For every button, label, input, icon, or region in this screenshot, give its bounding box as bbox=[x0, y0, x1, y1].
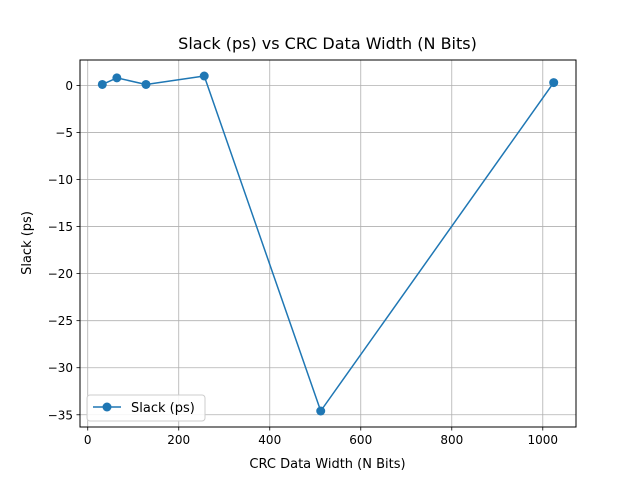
axes-frame bbox=[79, 59, 577, 428]
legend: Slack (ps) bbox=[86, 394, 206, 422]
y-tick-label: −15 bbox=[48, 220, 73, 234]
data-point bbox=[199, 71, 209, 81]
legend-label: Slack (ps) bbox=[131, 401, 195, 416]
data-point bbox=[141, 79, 151, 89]
y-tick-label: −5 bbox=[55, 126, 73, 140]
y-tick-label: −10 bbox=[48, 173, 73, 187]
x-tick-label: 600 bbox=[349, 433, 372, 447]
axis-ticks: 0 200 400 600 800 1000 0 −5 −10 −15 −20 −25 −30 −35 bbox=[48, 79, 558, 447]
y-tick-label: −20 bbox=[48, 267, 73, 281]
x-tick-label: 800 bbox=[440, 433, 463, 447]
x-tick-label: 400 bbox=[258, 433, 281, 447]
legend-point-marker bbox=[102, 402, 112, 412]
legend-box bbox=[86, 394, 206, 422]
data-point bbox=[112, 73, 122, 83]
data-point bbox=[316, 406, 326, 416]
y-tick-label: −25 bbox=[48, 314, 73, 328]
grid-lines bbox=[80, 60, 576, 427]
y-tick-label: −30 bbox=[48, 361, 73, 375]
y-axis-label: Slack (ps) bbox=[20, 211, 35, 275]
x-axis-label: CRC Data Width (N Bits) bbox=[249, 457, 405, 472]
x-tick-label: 1000 bbox=[528, 433, 559, 447]
y-tick-label: 0 bbox=[65, 79, 73, 93]
series-layer bbox=[97, 71, 559, 416]
x-tick-label: 0 bbox=[84, 433, 92, 447]
y-tick-label: −35 bbox=[48, 408, 73, 422]
chart-title: Slack (ps) vs CRC Data Width (N Bits) bbox=[178, 34, 477, 53]
data-point bbox=[97, 79, 107, 89]
data-point bbox=[549, 78, 559, 88]
x-tick-label: 200 bbox=[167, 433, 190, 447]
